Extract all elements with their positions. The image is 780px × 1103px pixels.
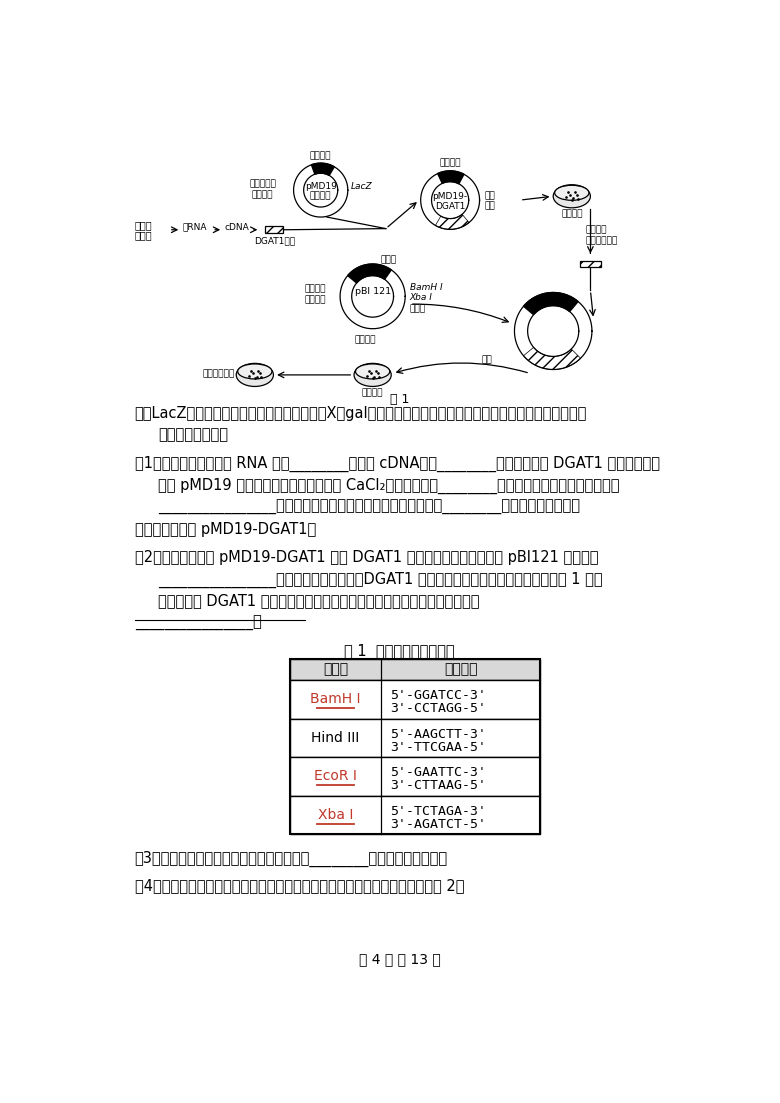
Text: 织细胞: 织细胞	[135, 229, 152, 239]
Text: pMD19: pMD19	[305, 182, 337, 191]
Text: 5'-TCTAGA-3': 5'-TCTAGA-3'	[391, 804, 487, 817]
Text: EcoR I: EcoR I	[314, 770, 357, 783]
Text: 终止子: 终止子	[410, 304, 426, 313]
Polygon shape	[435, 214, 469, 229]
Text: 大肠杆菌: 大肠杆菌	[561, 210, 583, 218]
Text: 注：LacZ基因可使细菌利用加入培养基的物质X－gal，从而使菌落显现出蓝色。若无该基因或该基因被破坏，: 注：LacZ基因可使细菌利用加入培养基的物质X－gal，从而使菌落显现出蓝色。若…	[135, 406, 587, 420]
Text: ________________。: ________________。	[135, 615, 261, 631]
Text: 复制原点: 复制原点	[354, 335, 376, 344]
Ellipse shape	[553, 184, 590, 207]
Text: 复制原点: 复制原点	[439, 159, 461, 168]
Bar	[289, 795, 540, 834]
Text: 转化: 转化	[482, 356, 493, 365]
Text: 紫苏组: 紫苏组	[135, 219, 152, 229]
Polygon shape	[523, 292, 578, 314]
Text: Xba I: Xba I	[317, 808, 353, 822]
Ellipse shape	[356, 364, 390, 379]
Text: DGAT1: DGAT1	[435, 202, 466, 211]
Text: 抗性基因: 抗性基因	[252, 190, 273, 200]
Text: BamH I: BamH I	[310, 693, 360, 706]
Text: 识别序列: 识别序列	[444, 663, 477, 676]
Text: 5'-GGATCC-3': 5'-GGATCC-3'	[391, 689, 487, 703]
Text: pBI 121: pBI 121	[355, 287, 391, 297]
Text: 提取质粒: 提取质粒	[586, 226, 608, 235]
Text: 3'-CCTAGG-5': 3'-CCTAGG-5'	[391, 703, 487, 715]
Text: ________________的培养基上培养，一段时间后，挑选颜色为________的菌落用液体培养基: ________________的培养基上培养，一段时间后，挑选颜色为_____…	[158, 500, 580, 515]
Text: 第 4 页 共 13 页: 第 4 页 共 13 页	[359, 952, 441, 966]
Ellipse shape	[555, 185, 589, 201]
Ellipse shape	[354, 363, 392, 386]
Text: 总RNA: 总RNA	[183, 223, 207, 232]
Polygon shape	[348, 264, 392, 283]
Text: （4）研究人员利用地热废水培养转基因四尾栅藻并检测其油脂含量，结果如图 2。: （4）研究人员利用地热废水培养转基因四尾栅藻并检测其油脂含量，结果如图 2。	[135, 878, 464, 892]
Ellipse shape	[238, 364, 272, 379]
Text: cDNA: cDNA	[225, 223, 250, 232]
Bar	[580, 260, 601, 268]
Bar	[289, 758, 540, 795]
Text: 启动子: 启动子	[381, 255, 396, 264]
Ellipse shape	[236, 363, 274, 386]
Text: （2）用限制酶酶切 pMD19-DGAT1 获得 DGAT1 基因，并与酶切后的载体 pBI121 连接得到: （2）用限制酶酶切 pMD19-DGAT1 获得 DGAT1 基因，并与酶切后的…	[135, 549, 598, 565]
Text: 筛选: 筛选	[484, 201, 495, 210]
Text: 5'-AAGCTT-3': 5'-AAGCTT-3'	[391, 728, 487, 740]
Text: 3'-AGATCT-5': 3'-AGATCT-5'	[391, 817, 487, 831]
Text: 表 1  限制酶及其识别序列: 表 1 限制酶及其识别序列	[345, 643, 455, 658]
Text: Xba I: Xba I	[410, 293, 433, 302]
Bar	[289, 681, 540, 719]
Text: LacZ: LacZ	[351, 182, 373, 191]
Text: 息推测扩增 DGAT1 基因时所用一对引物的一端分别加上的限制酶识别序列是: 息推测扩增 DGAT1 基因时所用一对引物的一端分别加上的限制酶识别序列是	[158, 593, 480, 609]
Text: 复制原点: 复制原点	[310, 151, 332, 160]
Polygon shape	[438, 171, 464, 184]
Text: 四尾栅藻: 四尾栅藻	[362, 388, 384, 398]
Text: 质粒 pMD19 连接，将连接产物导入到经 CaCl₂处理后的处于________的大肠杆菌细胞，并接种到添加: 质粒 pMD19 连接，将连接产物导入到经 CaCl₂处理后的处于_______…	[158, 478, 619, 494]
Text: 3'-CTTAAG-5': 3'-CTTAAG-5'	[391, 779, 487, 792]
Text: 用限制酶酶切: 用限制酶酶切	[586, 236, 618, 246]
Bar	[289, 658, 540, 834]
Text: 5'-GAATTC-3': 5'-GAATTC-3'	[391, 767, 487, 779]
Text: 则菌落则成白色。: 则菌落则成白色。	[158, 428, 228, 442]
Text: （3）对获得的转基因四尾栅藻检测的方法有________（写出两种方法）。: （3）对获得的转基因四尾栅藻检测的方法有________（写出两种方法）。	[135, 852, 448, 867]
Bar	[289, 658, 540, 681]
Text: DGAT1基因: DGAT1基因	[254, 236, 295, 245]
Text: 氨苄青霉素: 氨苄青霉素	[249, 180, 276, 189]
Text: ________________，并导入到四尾栅藻。DGAT1 基因序列两端无限制酶酶切位点，由表 1 中信: ________________，并导入到四尾栅藻。DGAT1 基因序列两端无限…	[158, 571, 603, 588]
Text: 3'-TTCGAA-5': 3'-TTCGAA-5'	[391, 741, 487, 753]
Text: 卡那霉素: 卡那霉素	[304, 285, 326, 293]
Text: Hind III: Hind III	[311, 731, 360, 745]
Text: 转化: 转化	[484, 191, 495, 200]
Text: 抗性基因: 抗性基因	[304, 296, 326, 304]
Bar	[289, 719, 540, 758]
Text: 限制酶: 限制酶	[323, 663, 348, 676]
Bar	[265, 226, 283, 233]
Text: （1）提取紫苏细胞的总 RNA 经过________得到的 cDNA，经________技术扩增得到 DGAT1 基因，与克隆: （1）提取紫苏细胞的总 RNA 经过________得到的 cDNA，经____…	[135, 456, 660, 472]
Text: 图 1: 图 1	[390, 394, 410, 406]
Text: pMD19-: pMD19-	[433, 192, 468, 201]
Text: 克隆质粒: 克隆质粒	[310, 192, 332, 201]
Text: 检测、鉴定等: 检测、鉴定等	[203, 368, 235, 378]
Polygon shape	[311, 163, 335, 175]
Text: BamH I: BamH I	[410, 282, 442, 291]
Polygon shape	[523, 347, 580, 370]
Text: 培养，提取质粒 pMD19-DGAT1。: 培养，提取质粒 pMD19-DGAT1。	[135, 522, 316, 536]
